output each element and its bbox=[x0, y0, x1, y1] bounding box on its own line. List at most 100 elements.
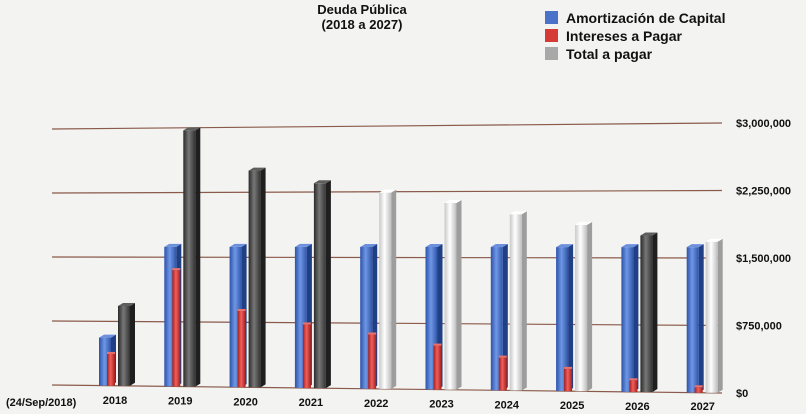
bar-amortizacion-2027-front bbox=[686, 247, 699, 393]
bar-total-2024 bbox=[509, 211, 527, 391]
bar-total-2019-front bbox=[183, 130, 196, 387]
bar-total-2027-side bbox=[717, 238, 723, 393]
bar-intereses-front bbox=[629, 380, 638, 392]
bar-total-2024-front bbox=[509, 214, 522, 391]
category-prefix-label: (24/Sep/2018) bbox=[6, 397, 77, 409]
bar-total-2021-front bbox=[313, 183, 326, 389]
bar-intereses-top bbox=[107, 351, 115, 354]
bar-total-2019-side bbox=[195, 127, 201, 387]
x-tick-label: 2025 bbox=[560, 400, 584, 412]
chart-title-group: Deuda Pública (2018 a 2027) bbox=[317, 2, 407, 32]
bar-total-2018 bbox=[118, 303, 135, 386]
bar-total-2019 bbox=[183, 127, 201, 387]
bar-intereses-2023 bbox=[433, 343, 442, 390]
bar-intereses-front bbox=[237, 310, 246, 388]
x-tick-label: 2020 bbox=[233, 396, 257, 408]
bar-amortizacion-2024 bbox=[490, 244, 508, 391]
bar-amortizacion-2026 bbox=[621, 244, 639, 392]
bar-total-2023-side bbox=[456, 199, 462, 390]
x-tick-label: 2018 bbox=[103, 395, 127, 407]
bar-intereses-2022 bbox=[368, 332, 377, 389]
bar-intereses-front bbox=[433, 345, 442, 390]
bar-total-2018-top bbox=[118, 303, 135, 307]
bar-amortizacion-2024-side bbox=[502, 244, 508, 391]
bar-total-2023 bbox=[444, 199, 462, 390]
bar-total-2022-front bbox=[379, 192, 392, 389]
x-axis-labels: (24/Sep/2018) 2018 2019 2020 2021 2022 2023 20… bbox=[6, 395, 715, 413]
bar-intereses-2019 bbox=[172, 268, 181, 387]
bar-amortizacion-2018-top bbox=[99, 334, 116, 338]
bar-amortizacion-2027-side bbox=[698, 244, 704, 393]
bar-intereses-front bbox=[302, 324, 311, 388]
bar-amortizacion-2027 bbox=[686, 244, 704, 393]
y-tick-label: $750,000 bbox=[736, 321, 782, 333]
bar-amortizacion-2020-top bbox=[229, 243, 247, 247]
bar-total-2020 bbox=[248, 167, 266, 388]
bars bbox=[99, 127, 723, 393]
bar-amortizacion-2019-top bbox=[164, 243, 182, 247]
bar-amortizacion-2026-side bbox=[633, 244, 639, 392]
gridline bbox=[51, 384, 723, 394]
legend-label-total: Total a pagar bbox=[566, 46, 653, 62]
y-tick-label: $2,250,000 bbox=[736, 186, 791, 198]
bar-total-2018-side bbox=[130, 303, 135, 386]
bar-intereses-front bbox=[368, 334, 377, 389]
bar-intereses-top bbox=[433, 343, 442, 346]
bar-intereses-top bbox=[237, 308, 246, 311]
bar-amortizacion-2025-top bbox=[556, 244, 574, 248]
bar-intereses-front bbox=[694, 387, 703, 393]
bar-total-2018-front bbox=[118, 306, 130, 386]
bar-amortizacion-2023-top bbox=[425, 244, 443, 248]
bar-total-2019-top bbox=[183, 127, 201, 131]
bar-total-2027 bbox=[705, 238, 723, 393]
legend-swatch-intereses bbox=[545, 29, 558, 42]
gridline bbox=[51, 122, 723, 130]
bar-amortizacion-2026-top bbox=[621, 244, 639, 248]
bar-total-2020-front bbox=[248, 170, 261, 388]
bar-intereses-top bbox=[172, 268, 181, 271]
bar-total-2025-front bbox=[575, 224, 588, 392]
bar-intereses-top bbox=[302, 322, 311, 325]
bar-total-2025-side bbox=[587, 221, 593, 392]
x-tick-label: 2024 bbox=[495, 399, 520, 411]
bar-total-2026 bbox=[640, 232, 658, 393]
bar-total-2025-top bbox=[575, 221, 593, 225]
bar-amortizacion-2024-top bbox=[490, 244, 508, 248]
bar-amortizacion-2025-side bbox=[568, 244, 574, 392]
bar-intereses-2021 bbox=[302, 322, 311, 388]
bar-intereses-2018 bbox=[107, 351, 115, 386]
x-tick-label: 2022 bbox=[364, 398, 388, 410]
bar-intereses-2027 bbox=[694, 385, 703, 393]
bar-intereses-top bbox=[368, 332, 377, 335]
bar-amortizacion-2022-top bbox=[360, 243, 378, 247]
bar-intereses-front bbox=[498, 357, 507, 391]
bar-intereses-top bbox=[629, 378, 638, 381]
x-tick-label: 2027 bbox=[690, 401, 714, 413]
legend-label-intereses: Intereses a Pagar bbox=[566, 28, 683, 44]
bar-total-2022-top bbox=[379, 189, 397, 193]
bar-total-2026-side bbox=[652, 232, 658, 393]
legend-swatch-total bbox=[545, 47, 558, 60]
bar-amortizacion-2027-top bbox=[686, 244, 704, 248]
bar-intereses-2020 bbox=[237, 308, 246, 388]
bar-total-2026-front bbox=[640, 235, 653, 393]
legend: Amortización de Capital Intereses a Paga… bbox=[545, 10, 725, 62]
bar-intereses-front bbox=[107, 353, 115, 386]
legend-swatch-amortizacion bbox=[545, 11, 558, 24]
bar-amortizacion-2025 bbox=[556, 244, 574, 392]
bar-total-2025 bbox=[575, 221, 593, 392]
bar-intereses-2026 bbox=[629, 378, 638, 392]
bar-total-2024-side bbox=[521, 211, 527, 391]
y-tick-label: $3,000,000 bbox=[736, 118, 791, 130]
bar-total-2021 bbox=[313, 180, 331, 389]
y-axis-ticks: $0 $750,000 $1,500,000 $2,250,000 $3,000,000 bbox=[736, 118, 791, 400]
bar-total-2026-top bbox=[640, 232, 658, 236]
bar-intereses-front bbox=[564, 368, 573, 392]
bar-total-2021-top bbox=[313, 180, 331, 184]
bar-total-2027-top bbox=[705, 238, 723, 242]
x-tick-label: 2026 bbox=[625, 401, 649, 413]
x-tick-label: 2021 bbox=[299, 397, 323, 409]
bar-intereses-top bbox=[694, 385, 703, 388]
bar-intereses-top bbox=[564, 366, 573, 369]
bar-total-2020-side bbox=[260, 167, 266, 388]
